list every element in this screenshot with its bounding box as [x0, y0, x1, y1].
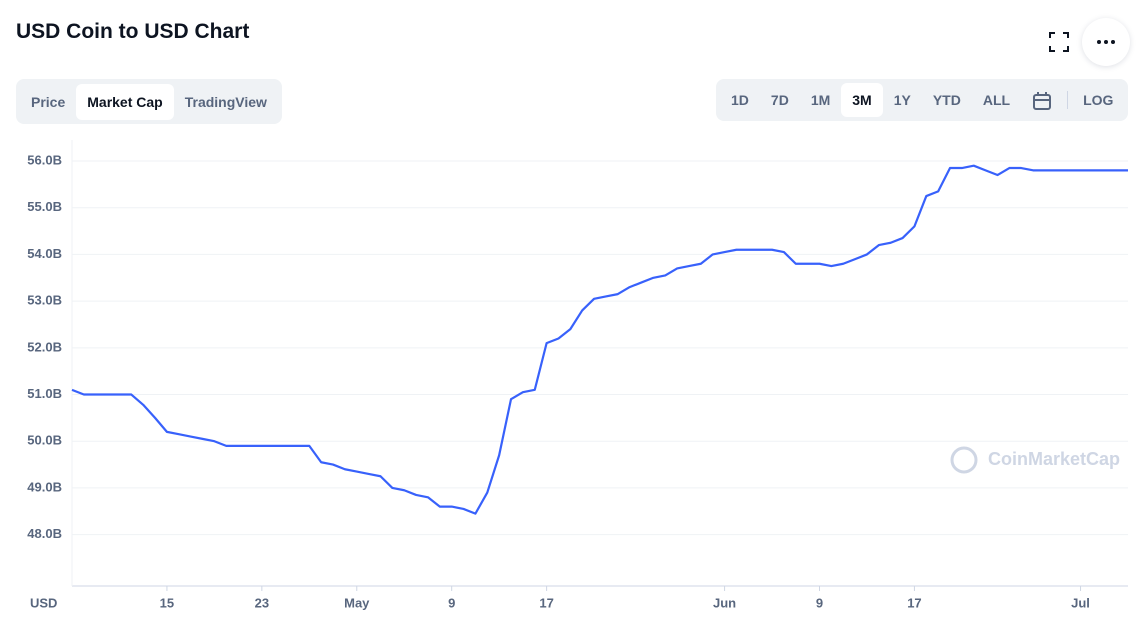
y-tick-label: 54.0B — [27, 246, 62, 261]
watermark: CoinMarketCap — [988, 449, 1120, 469]
watermark-logo — [950, 446, 978, 474]
view-tabs: Price Market Cap TradingView — [16, 79, 282, 124]
range-button[interactable]: ALL — [982, 92, 1011, 108]
range-button[interactable]: 1D — [731, 92, 749, 108]
range-buttons: 1D 7D 1M 3M 1Y YTD ALL LOG — [716, 79, 1129, 121]
x-tick-label: 17 — [907, 595, 921, 610]
y-tick-label: 48.0B — [27, 526, 62, 541]
range-button[interactable]: 7D — [770, 92, 789, 108]
y-tick-label: 55.0B — [27, 199, 62, 214]
y-tick-label: 50.0B — [27, 433, 62, 448]
tab-button[interactable]: TradingView — [184, 93, 267, 110]
range-button[interactable]: 1M — [810, 92, 831, 108]
range-button[interactable]: 3M — [841, 83, 883, 117]
x-tick-label: 23 — [255, 595, 269, 610]
calendar-icon — [1033, 92, 1052, 111]
tab-button[interactable]: Market Cap — [76, 83, 174, 120]
tab-button[interactable]: Price — [31, 93, 66, 110]
separator — [1067, 91, 1069, 109]
x-tick-label: 9 — [816, 595, 823, 610]
log-button[interactable]: LOG — [1083, 92, 1114, 108]
price-line — [71, 164, 1128, 515]
y-tick-label: 53.0B — [27, 293, 62, 308]
page-title: USD Coin to USD Chart — [16, 20, 250, 43]
y-tick-label: 51.0B — [27, 386, 62, 401]
x-tick-label: 9 — [448, 595, 455, 610]
range-button[interactable]: YTD — [932, 92, 961, 108]
x-tick-label: Jun — [713, 595, 736, 610]
currency-label: USD — [30, 595, 57, 610]
y-tick-label: 56.0B — [27, 152, 62, 167]
x-tick-label: 17 — [539, 595, 553, 610]
x-tick-label: May — [344, 595, 370, 610]
more-button[interactable] — [1082, 18, 1130, 66]
more-icon — [1097, 40, 1115, 44]
x-tick-label: 15 — [160, 595, 174, 610]
calendar-button[interactable] — [1021, 83, 1063, 117]
y-tick-label: 49.0B — [27, 479, 62, 494]
fullscreen-icon[interactable] — [1047, 30, 1071, 54]
y-tick-label: 52.0B — [27, 339, 62, 354]
x-tick-label: Jul — [1071, 595, 1090, 610]
range-button[interactable]: 1Y — [893, 92, 911, 108]
